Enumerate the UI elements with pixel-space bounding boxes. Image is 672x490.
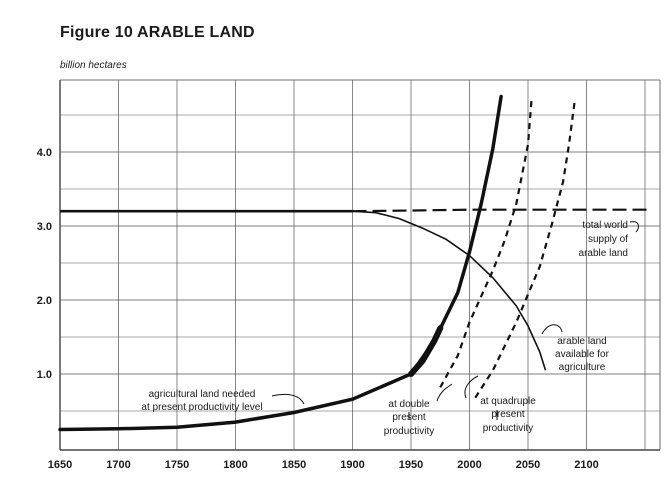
annotation-text: at quadruple <box>480 396 536 407</box>
annotation-leader <box>271 393 305 405</box>
y-tick-label: 2.0 <box>37 295 52 307</box>
x-tick-label: 1900 <box>340 459 364 471</box>
x-tick-label: 1950 <box>399 459 423 471</box>
annotation-text: present <box>491 409 525 420</box>
x-tick-label: 2100 <box>574 459 598 471</box>
annotation-leader <box>541 324 563 335</box>
annotation-text: arable land <box>557 336 606 347</box>
x-tick-label: 1700 <box>106 459 130 471</box>
annotation-leader <box>464 375 479 399</box>
annotation-text: agriculture <box>559 362 606 373</box>
annotation-text: available for <box>555 349 610 360</box>
series-line-needed-present-highlight <box>408 325 444 377</box>
series-line-total-supply <box>352 208 651 213</box>
annotation-text: agricultural land needed <box>149 389 256 400</box>
x-tick-label: 1750 <box>165 459 189 471</box>
y-axis-unit-label: billion hectares <box>60 60 127 71</box>
y-tick-label: 3.0 <box>37 221 52 233</box>
annotation-text: productivity <box>483 423 534 434</box>
x-tick-label: 1800 <box>223 459 247 471</box>
annotation-text: productivity <box>384 426 435 437</box>
annotation-text: arable land <box>579 248 628 259</box>
x-tick-label: 1650 <box>48 459 72 471</box>
figure-title: Figure 10 ARABLE LAND <box>60 24 255 41</box>
series-line-needed-double <box>439 100 533 388</box>
annotation-leader <box>629 221 639 233</box>
annotation-text: supply of <box>588 234 628 245</box>
annotation-text: at double <box>388 399 430 410</box>
y-tick-label: 4.0 <box>37 147 52 159</box>
x-tick-label: 2050 <box>516 459 540 471</box>
x-tick-label: 1850 <box>282 459 306 471</box>
x-tick-label: 2000 <box>457 459 481 471</box>
annotation-text: total world <box>582 220 628 231</box>
annotation-leader <box>436 383 453 402</box>
series-line-needed-quadruple <box>474 100 576 399</box>
y-tick-label: 1.0 <box>37 369 52 381</box>
annotation-text: at present productivity level <box>141 402 262 413</box>
